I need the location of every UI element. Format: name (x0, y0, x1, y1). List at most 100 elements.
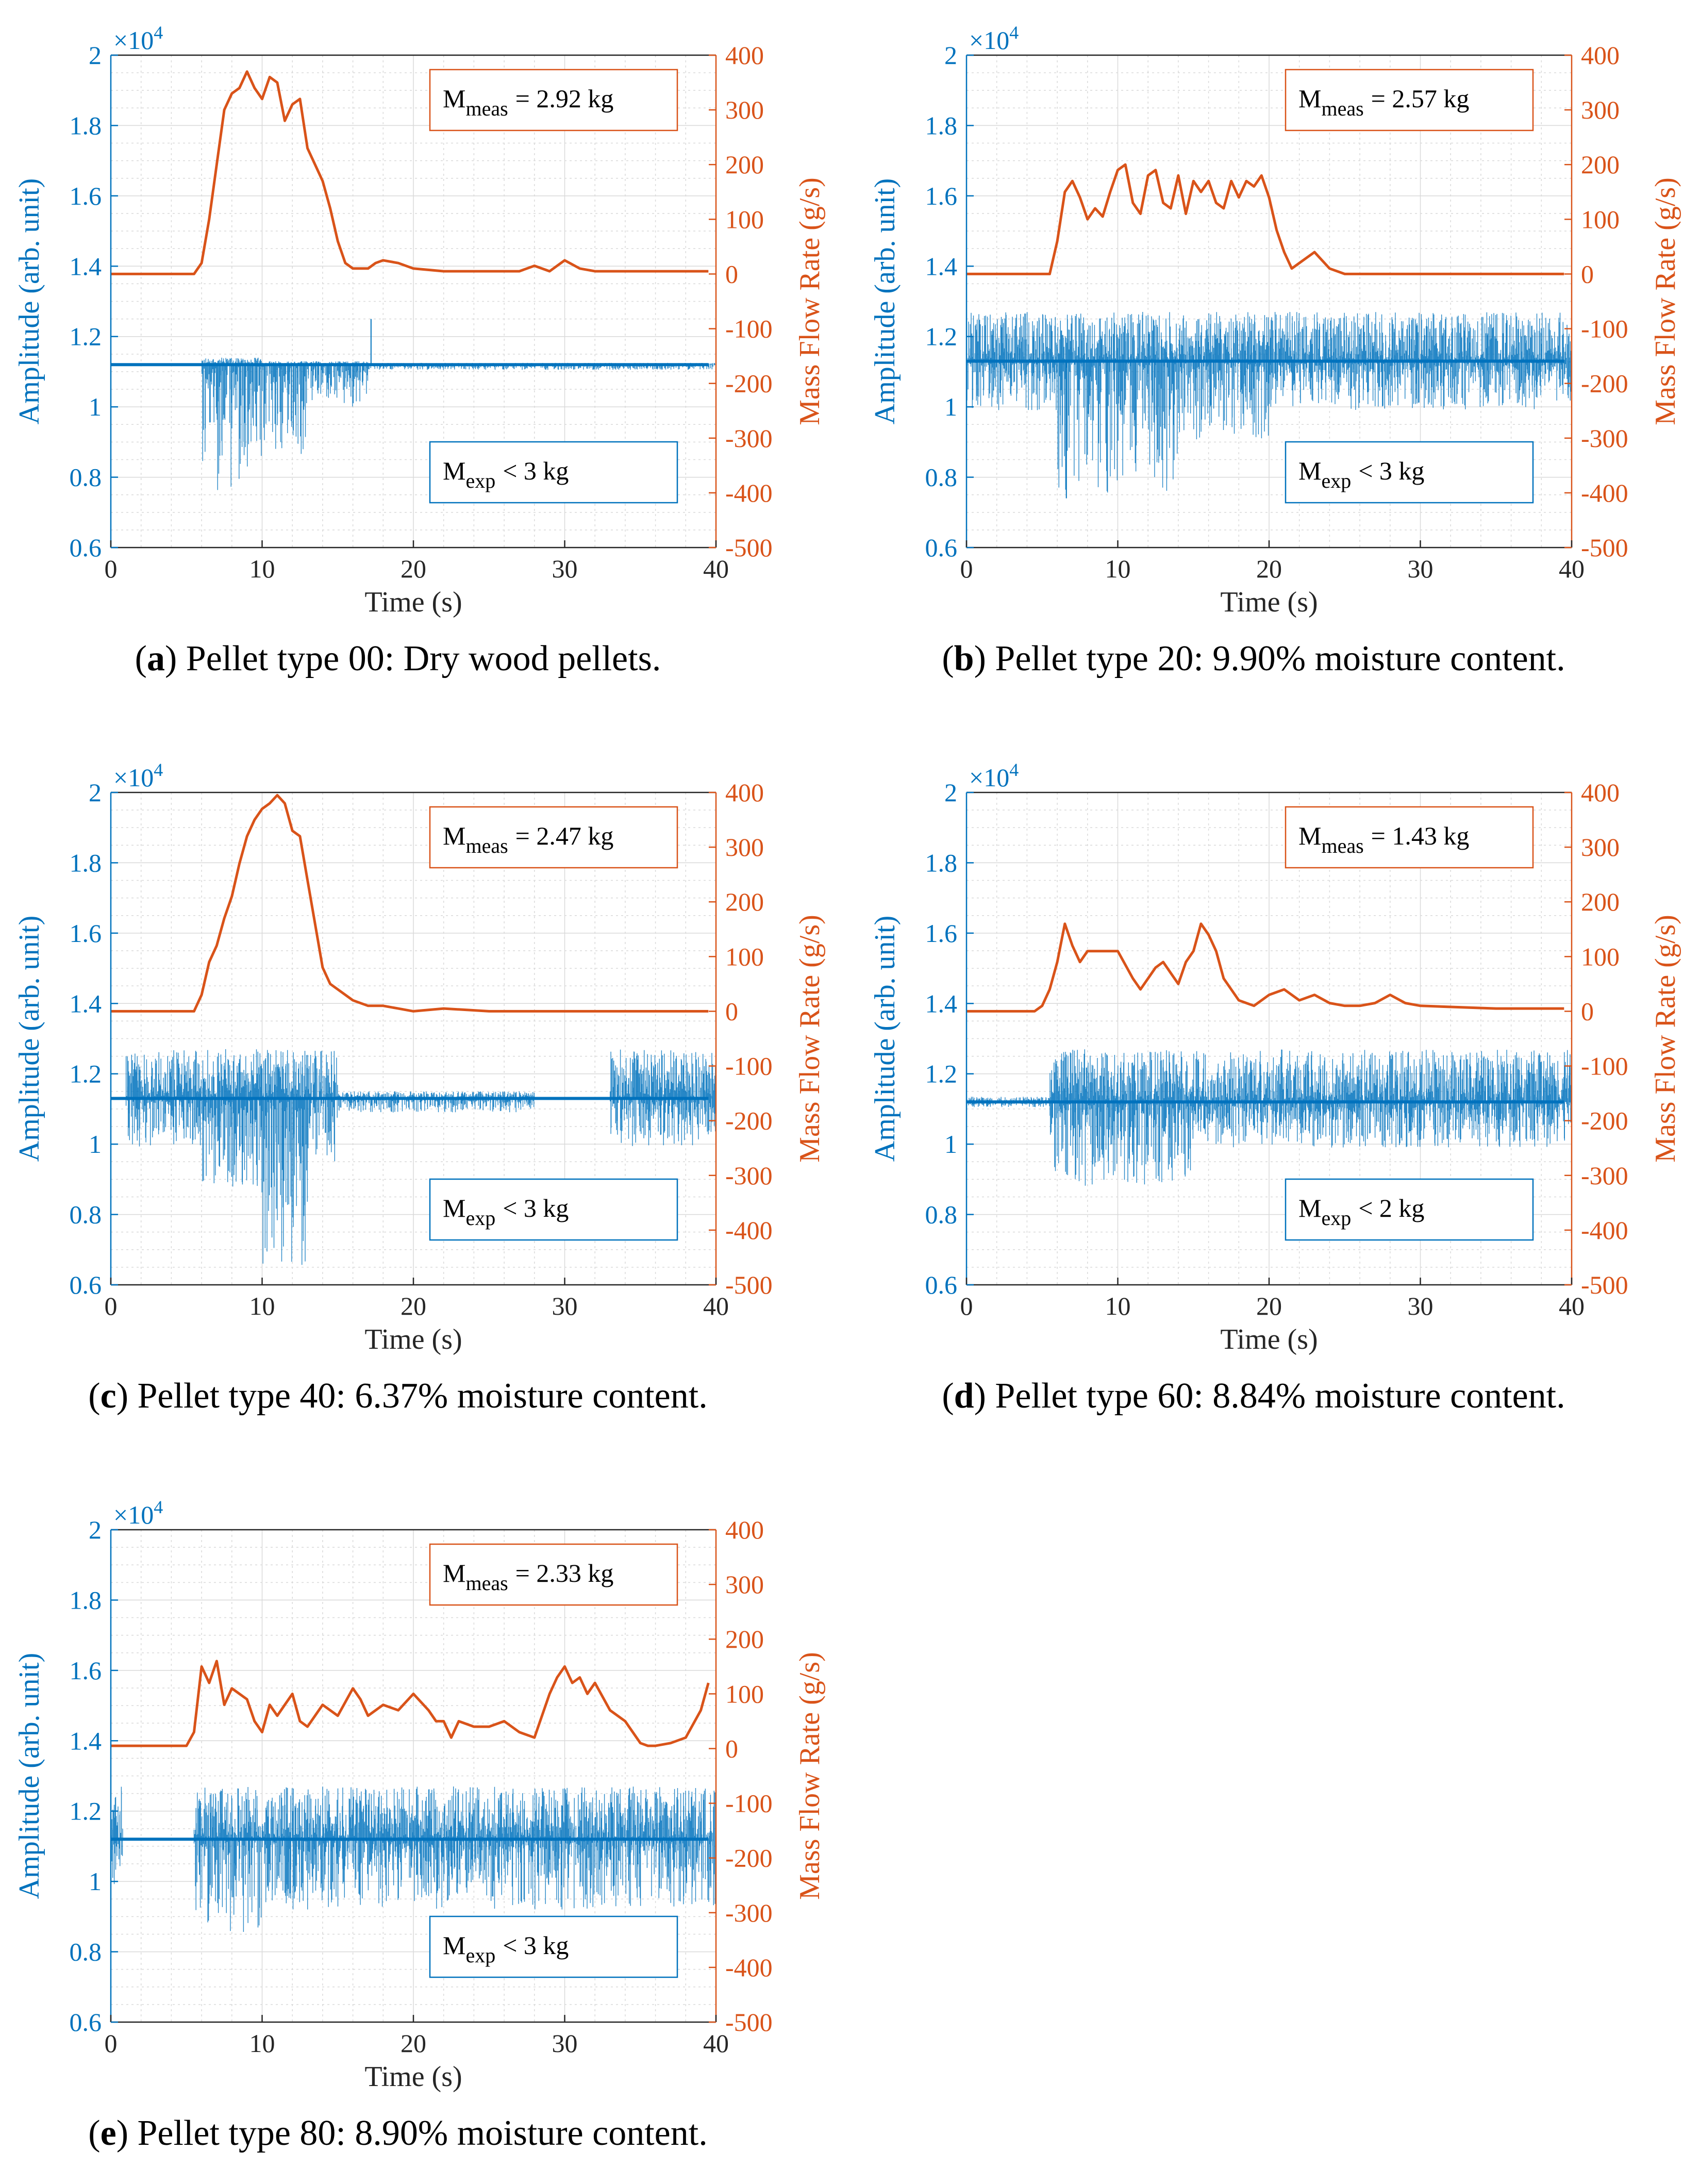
mass-expected-value: < 2 kg (1358, 1194, 1424, 1222)
y-left-tick-label: 1.6 (925, 181, 958, 210)
y-right-tick-label: 300 (725, 833, 764, 862)
y-right-tick-label: -500 (725, 2008, 773, 2037)
mass-measured-value: = 1.43 kg (1371, 821, 1470, 850)
mass-measured-symbol: M (443, 84, 465, 113)
y-right-tick-label: -500 (1581, 1270, 1628, 1299)
x-tick-label: 30 (1408, 1292, 1434, 1320)
y-right-tick-label: -100 (725, 315, 773, 343)
y-left-tick-label: 0.8 (70, 463, 102, 492)
mass-expected-symbol: M (443, 1931, 465, 1960)
y-right-tick-label: 200 (725, 1625, 764, 1653)
y-left-tick-label: 0.6 (70, 2008, 102, 2037)
caption-open: ( (88, 2113, 100, 2153)
exponent-prefix: ×10 (113, 763, 154, 792)
x-tick-label: 0 (105, 1292, 118, 1320)
mass-expected-subscript: exp (465, 469, 495, 492)
y-right-tick-label: 400 (725, 41, 764, 70)
mass-measured-value: = 2.57 kg (1371, 84, 1470, 113)
mass-measured-box (1285, 806, 1534, 869)
y-right-tick-label: 400 (1581, 778, 1620, 807)
caption: (a) Pellet type 00: Dry wood pellets. (135, 639, 661, 679)
mass-expected-box (1285, 441, 1534, 504)
y-left-tick-label: 0.8 (70, 1200, 102, 1229)
y-right-tick-label: -200 (725, 1106, 773, 1135)
y-left-tick-label: 0.6 (925, 533, 958, 562)
y-left-tick-label: 1.2 (70, 1060, 102, 1088)
y-right-tick-label: 0 (725, 997, 738, 1025)
mass-expected-text: Mexp < 3 kg (443, 1194, 569, 1230)
mass-measured-text: Mmeas = 2.57 kg (1298, 84, 1469, 120)
mass-measured-subscript: meas (465, 97, 508, 120)
exponent-label: ×104 (969, 22, 1019, 55)
y-left-tick-label: 1.8 (925, 111, 958, 140)
y-right-tick-label: 200 (1581, 887, 1620, 916)
y-right-tick-label: -400 (725, 478, 773, 507)
mass-measured-subscript: meas (465, 1571, 508, 1595)
x-tick-label: 30 (1408, 554, 1434, 583)
mass-expected-text: Mexp < 3 kg (1298, 456, 1424, 492)
y-left-tick-label: 1 (89, 392, 102, 421)
x-tick-label: 40 (1559, 1292, 1585, 1320)
caption-text: ) Pellet type 40: 6.37% moisture content… (116, 1376, 708, 1416)
mass-flow-line (111, 793, 709, 1013)
y-left-tick-label: 1.4 (70, 989, 102, 1018)
caption: (e) Pellet type 80: 8.90% moisture conte… (88, 2113, 707, 2153)
y-left-tick-label: 0.8 (70, 1938, 102, 1966)
x-tick-label: 10 (1105, 1292, 1131, 1320)
mass-measured-subscript: meas (1321, 834, 1363, 857)
y-right-tick-label: 100 (1581, 942, 1620, 971)
mass-expected-text: Mexp < 3 kg (443, 1931, 569, 1967)
y-right-tick-label: -100 (725, 1052, 773, 1081)
mass-expected-value: < 3 kg (503, 456, 569, 485)
mass-expected-text: Mexp < 3 kg (443, 456, 569, 492)
mass-measured-text: Mmeas = 2.92 kg (443, 84, 613, 120)
y-left-tick-label: 1 (944, 392, 957, 421)
x-tick-label: 10 (249, 554, 275, 583)
caption-open: ( (942, 639, 954, 679)
exponent-label: ×104 (113, 1497, 163, 1529)
exponent-label: ×104 (113, 759, 163, 792)
y-left-tick-label: 1.6 (70, 919, 102, 948)
mass-measured-subscript: meas (1321, 97, 1363, 120)
y-right-tick-label: -400 (1581, 1216, 1628, 1245)
mass-measured-value: = 2.47 kg (515, 821, 614, 850)
x-tick-label: 10 (249, 2029, 275, 2058)
y-right-axis-label: Mass Flow Rate (g/s) (794, 1652, 826, 1900)
x-tick-label: 20 (401, 1292, 426, 1320)
x-tick-label: 0 (105, 554, 118, 583)
x-tick-label: 40 (703, 1292, 729, 1320)
y-right-axis-label: Mass Flow Rate (g/s) (794, 915, 826, 1163)
y-left-tick-label: 1.8 (70, 1585, 102, 1614)
x-tick-label: 10 (249, 1292, 275, 1320)
y-right-tick-label: -200 (1581, 369, 1628, 398)
mass-flow-line (966, 163, 1564, 275)
x-tick-label: 30 (552, 2029, 578, 2058)
y-left-tick-label: 1.8 (925, 848, 958, 877)
y-right-tick-label: -400 (725, 1953, 773, 1982)
y-right-tick-label: 100 (1581, 205, 1620, 234)
y-left-tick-label: 2 (944, 41, 957, 70)
y-right-tick-label: -400 (1581, 478, 1628, 507)
y-left-tick-label: 1.4 (925, 989, 958, 1018)
mass-expected-value: < 3 kg (503, 1194, 569, 1222)
mass-expected-box (429, 1915, 678, 1978)
exponent-power: 4 (1009, 22, 1019, 43)
y-left-tick-label: 1.6 (925, 919, 958, 948)
y-left-tick-label: 1.4 (925, 252, 958, 280)
exponent-power: 4 (154, 1497, 163, 1517)
x-tick-label: 0 (960, 1292, 973, 1320)
x-tick-label: 20 (1256, 554, 1282, 583)
y-right-tick-label: -300 (1581, 1161, 1628, 1190)
y-left-tick-label: 1.6 (70, 181, 102, 210)
mass-expected-box (1285, 1178, 1534, 1241)
mass-expected-symbol: M (443, 1194, 465, 1222)
mass-expected-symbol: M (1298, 456, 1321, 485)
x-tick-label: 10 (1105, 554, 1131, 583)
y-left-tick-label: 1.2 (70, 1797, 102, 1826)
caption-panel-letter: d (954, 1376, 974, 1416)
y-right-tick-label: -200 (1581, 1106, 1628, 1135)
x-tick-label: 30 (552, 554, 578, 583)
mass-expected-value: < 3 kg (1358, 456, 1424, 485)
y-right-tick-label: -400 (725, 1216, 773, 1245)
